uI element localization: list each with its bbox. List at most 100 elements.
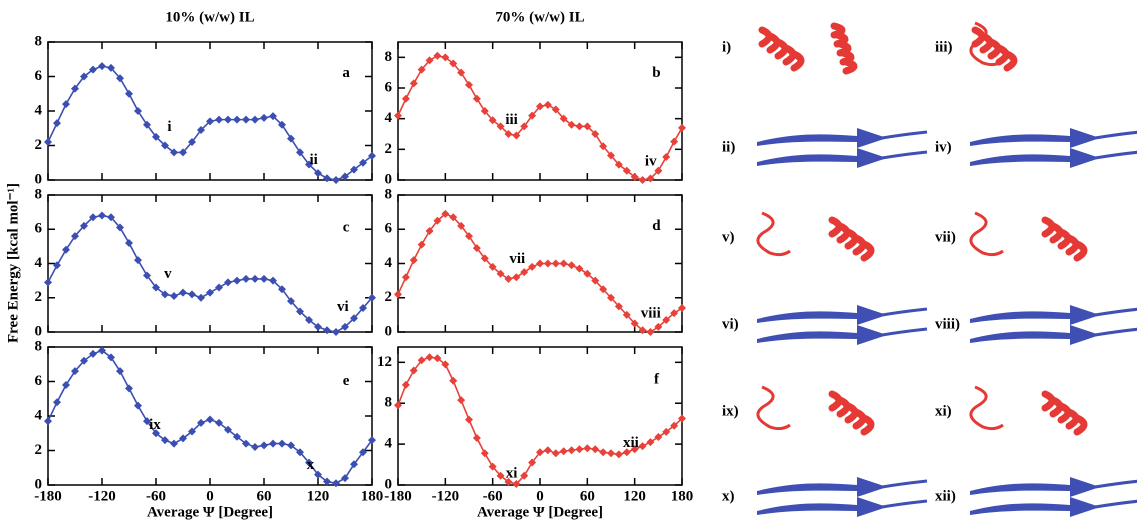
- marker: [323, 326, 331, 335]
- structure-label: iv): [935, 139, 952, 155]
- marker: [559, 259, 568, 268]
- marker: [296, 448, 304, 457]
- marker: [278, 120, 286, 129]
- marker: [520, 471, 529, 480]
- y-tick-label: 8: [385, 49, 393, 65]
- y-tick-label: 2: [35, 442, 43, 458]
- marker: [591, 445, 600, 454]
- marker: [551, 449, 560, 458]
- marker: [143, 417, 151, 426]
- marker: [152, 132, 160, 141]
- marker: [305, 316, 313, 325]
- structure-label: vi): [722, 316, 739, 332]
- marker: [215, 418, 223, 427]
- y-tick-label: 0: [35, 476, 43, 492]
- annotation: vii: [509, 251, 525, 267]
- marker: [567, 120, 576, 129]
- marker: [654, 432, 663, 441]
- marker: [197, 293, 205, 302]
- structure-label: iii): [935, 39, 953, 55]
- marker: [269, 439, 277, 448]
- marker: [98, 346, 106, 355]
- marker: [441, 53, 450, 62]
- marker: [188, 290, 196, 299]
- marker: [107, 213, 115, 222]
- marker: [622, 448, 631, 457]
- x-tick-label: -120: [432, 488, 460, 504]
- marker: [599, 285, 608, 294]
- marker: [551, 259, 560, 268]
- marker: [480, 449, 489, 458]
- marker: [433, 51, 442, 60]
- marker: [341, 172, 349, 181]
- structure-label: v): [722, 229, 735, 245]
- strand: [757, 477, 887, 497]
- structure-image: [756, 385, 875, 436]
- y-tick-label: 8: [35, 338, 43, 354]
- marker: [359, 448, 367, 457]
- strand: [970, 325, 1100, 345]
- marker: [89, 213, 97, 222]
- strand: [757, 128, 887, 148]
- marker: [260, 113, 268, 122]
- annotation: i: [167, 119, 171, 135]
- marker: [206, 288, 214, 297]
- marker: [332, 479, 340, 488]
- coil: [969, 385, 1004, 431]
- marker: [409, 366, 418, 375]
- marker: [670, 309, 679, 318]
- helix: [758, 26, 805, 72]
- marker: [53, 398, 61, 407]
- x-tick-label: 180: [361, 488, 384, 504]
- marker: [125, 238, 133, 247]
- y-tick-label: 4: [35, 102, 43, 118]
- marker: [359, 304, 367, 313]
- marker: [607, 449, 615, 458]
- marker: [662, 316, 671, 325]
- marker: [465, 232, 473, 241]
- marker: [188, 427, 196, 436]
- marker: [401, 380, 410, 389]
- marker: [323, 174, 331, 183]
- annotation: b: [652, 65, 660, 81]
- marker: [480, 107, 489, 115]
- x-tick-label: 60: [257, 488, 272, 504]
- marker: [583, 122, 592, 131]
- marker: [80, 356, 88, 365]
- helix: [1041, 216, 1088, 262]
- marker: [80, 221, 88, 230]
- marker: [134, 401, 142, 410]
- strand: [970, 477, 1100, 497]
- plot-frame: [397, 346, 683, 486]
- marker: [630, 319, 639, 328]
- y-tick-label: 4: [35, 255, 43, 271]
- x-tick-label: 0: [206, 488, 214, 504]
- x-tick-label: -60: [483, 488, 503, 504]
- annotation: c: [343, 219, 350, 235]
- y-tick-label: 2: [35, 289, 43, 305]
- marker: [62, 380, 70, 389]
- marker: [567, 261, 576, 270]
- marker: [583, 444, 592, 453]
- structure-image: [969, 211, 1088, 262]
- marker: [401, 273, 410, 282]
- marker: [646, 174, 655, 183]
- marker: [496, 122, 505, 131]
- structure-label: xii): [935, 488, 956, 504]
- marker: [678, 304, 686, 313]
- marker: [188, 138, 196, 147]
- marker: [543, 100, 552, 109]
- marker: [179, 434, 187, 443]
- marker: [417, 240, 426, 249]
- marker: [242, 274, 250, 283]
- marker: [260, 274, 268, 283]
- marker: [251, 274, 259, 283]
- annotation: d: [652, 218, 661, 234]
- marker: [314, 169, 322, 178]
- y-tick-label: 0: [385, 323, 393, 339]
- marker: [457, 68, 466, 77]
- marker: [251, 115, 259, 124]
- marker: [368, 151, 376, 160]
- marker: [170, 292, 178, 301]
- marker: [425, 353, 434, 362]
